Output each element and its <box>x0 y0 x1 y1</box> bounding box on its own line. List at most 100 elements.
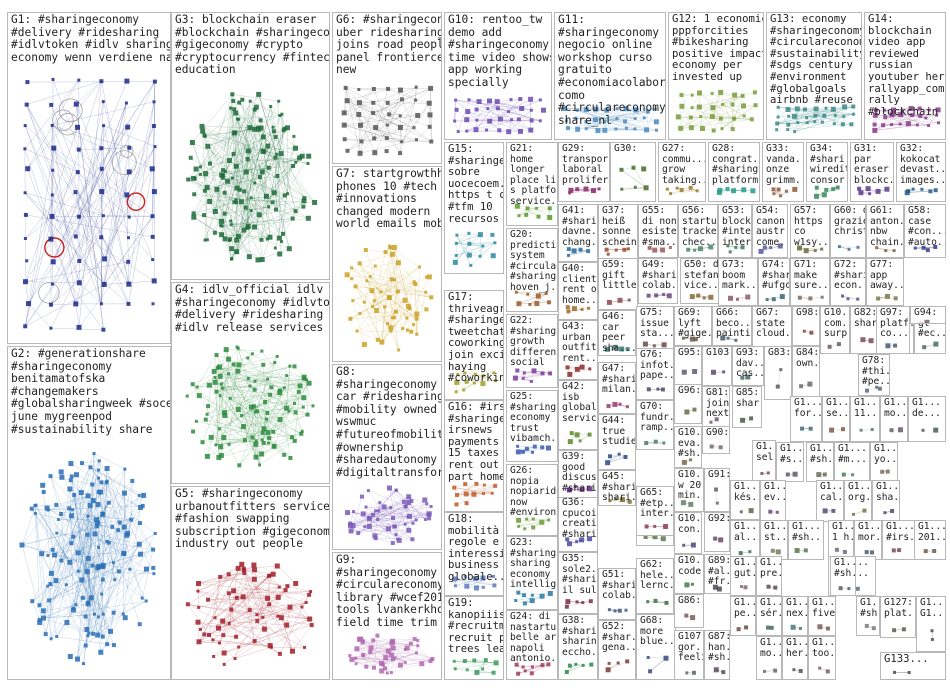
node <box>535 293 541 299</box>
edge <box>401 103 430 142</box>
node <box>832 122 836 126</box>
node <box>786 122 791 127</box>
edge <box>243 130 284 231</box>
edge <box>51 125 128 196</box>
group-g138: G1... five... <box>808 596 836 636</box>
node <box>525 517 529 521</box>
edge <box>344 115 418 126</box>
node <box>493 241 497 245</box>
edge <box>198 575 270 642</box>
node <box>529 379 533 383</box>
node <box>240 97 245 102</box>
node <box>463 575 467 579</box>
group-g50: G50: di stefan... vice... <box>680 258 720 304</box>
node <box>881 123 886 128</box>
node <box>776 115 780 119</box>
edge <box>194 194 259 261</box>
node <box>403 647 407 651</box>
node <box>465 109 471 115</box>
edge <box>223 634 237 638</box>
edge <box>487 98 521 109</box>
node <box>67 559 73 565</box>
node <box>769 625 774 630</box>
edge <box>256 585 288 615</box>
group-g56: G56: startup tracker chec... <box>678 204 718 258</box>
node <box>364 664 369 669</box>
node <box>265 237 269 241</box>
node <box>413 282 418 287</box>
edge <box>230 394 271 399</box>
node <box>151 278 157 284</box>
edge <box>70 463 141 508</box>
edge <box>249 127 267 197</box>
node <box>481 374 485 378</box>
edge <box>497 101 532 121</box>
node <box>290 648 295 654</box>
node <box>586 249 591 254</box>
node <box>745 294 751 300</box>
edge <box>359 254 393 264</box>
edge <box>368 490 406 507</box>
edge <box>344 138 402 142</box>
edge <box>202 131 260 215</box>
group-g65: G65: #etp... inter... <box>636 486 674 536</box>
node <box>718 116 723 121</box>
node <box>623 455 628 459</box>
node <box>290 216 295 221</box>
node <box>354 656 358 660</box>
group-label: G10... w 20 min... <box>678 469 703 502</box>
node <box>875 385 879 389</box>
edge <box>387 291 399 324</box>
edge <box>372 252 386 307</box>
node <box>151 258 155 262</box>
edge <box>595 119 636 130</box>
node <box>625 405 629 409</box>
node <box>283 588 288 593</box>
node <box>518 97 523 101</box>
node <box>521 665 525 669</box>
node <box>681 459 687 465</box>
node <box>69 513 75 519</box>
node <box>390 541 395 545</box>
node <box>720 127 724 131</box>
node <box>371 638 376 643</box>
node <box>190 382 195 387</box>
edge <box>87 477 99 517</box>
node <box>607 608 611 612</box>
node <box>873 108 878 113</box>
node <box>97 476 100 480</box>
node <box>39 551 45 557</box>
group-g69: G69: lyft #gige... <box>674 306 712 346</box>
edge <box>518 208 537 216</box>
edge <box>26 104 130 285</box>
node <box>614 497 618 501</box>
node <box>567 371 573 377</box>
node <box>363 248 368 252</box>
edge <box>76 474 88 572</box>
node <box>776 187 781 192</box>
group-label: G54: canon austr... come... <box>756 205 787 248</box>
node <box>591 188 596 194</box>
edge <box>200 174 280 239</box>
edge <box>118 571 147 602</box>
edge <box>464 660 483 670</box>
node <box>341 110 347 116</box>
node <box>285 374 289 378</box>
edge <box>233 153 296 212</box>
edge <box>230 107 248 160</box>
node <box>465 668 469 672</box>
node <box>660 247 666 253</box>
node <box>124 101 128 105</box>
node <box>263 400 268 404</box>
node <box>381 504 387 510</box>
node <box>855 586 860 591</box>
node <box>261 440 266 445</box>
edge <box>87 516 104 637</box>
edge <box>51 125 105 259</box>
edge <box>569 190 594 194</box>
node <box>429 295 434 300</box>
edge <box>255 411 257 458</box>
node <box>864 623 869 628</box>
edge <box>188 179 236 200</box>
node <box>73 101 79 107</box>
